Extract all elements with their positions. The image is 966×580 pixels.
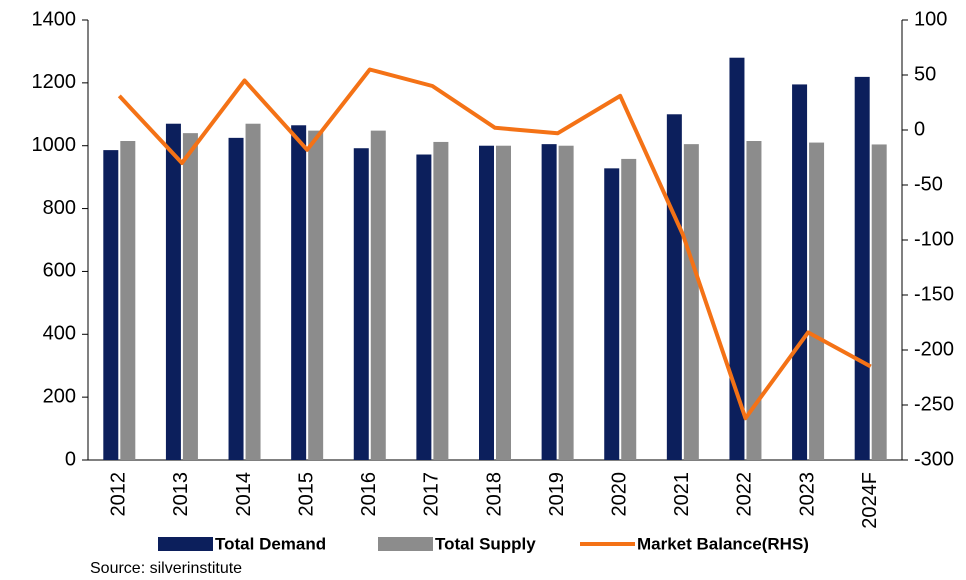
y-tick-label: 1200 [32,71,77,93]
x-tick-label: 2017 [421,472,443,517]
y2-tick-label: 100 [914,8,947,30]
line [117,67,872,421]
y2-tick-label: 0 [914,118,925,140]
bar [496,145,511,460]
x-tick-label: 2020 [609,472,631,517]
x-tick-label: 2019 [546,472,568,517]
bar [792,84,808,460]
bar [683,144,699,460]
bar [871,144,887,460]
bar [729,57,745,460]
x-tick-label: 2022 [734,472,756,517]
bar [479,145,494,460]
y2-tick-label: -300 [914,448,954,470]
y-tick-label: 400 [43,323,76,345]
bar [291,125,307,461]
y-tick-label: 800 [43,197,76,219]
bar [433,141,449,460]
x-tick-label: 2015 [295,472,317,517]
y2-tick-label: -50 [914,173,943,195]
y-tick-label: 600 [43,260,76,282]
source: Source: silverinstitute [90,560,242,577]
y2-tick-label: -150 [914,283,954,305]
y2-tick-label: -200 [914,338,954,360]
x-tick-label: 2012 [108,472,130,517]
bar [353,148,369,460]
x-tick-label: 2018 [483,472,505,517]
y-tick-label: 1000 [32,134,77,156]
legend-label: Total Supply [435,534,536,553]
legend-label: Total Demand [215,534,326,553]
bar [245,123,261,460]
bar [120,141,136,460]
x-tick-label: 2024F [859,472,881,529]
bar [809,142,825,461]
y-tick-label: 1400 [32,8,77,30]
bar [558,145,574,460]
legend-swatch [158,537,213,551]
legend-label: Market Balance(RHS) [637,534,809,553]
bar [165,123,181,460]
bar [370,130,386,460]
bar [604,168,620,461]
x-tick-label: 2014 [233,472,255,517]
y-tick-label: 200 [43,385,76,407]
bar [854,76,870,460]
bar [541,144,557,460]
bar [416,154,432,460]
bar [228,137,244,460]
y2-tick-label: -250 [914,393,954,415]
bar [666,114,682,461]
y2-tick-label: -100 [914,228,954,250]
bar [746,141,762,460]
bar [182,133,198,460]
x-tick-label: 2021 [671,472,693,517]
bar [621,158,637,460]
bar [308,130,324,460]
legend-swatch [378,537,433,551]
bar [103,150,119,460]
x-tick-label: 2016 [358,472,380,517]
y-tick-label: 0 [65,448,76,470]
x-tick-label: 2023 [796,472,818,517]
y2-tick-label: 50 [914,63,936,85]
x-tick-label: 2013 [170,472,192,517]
